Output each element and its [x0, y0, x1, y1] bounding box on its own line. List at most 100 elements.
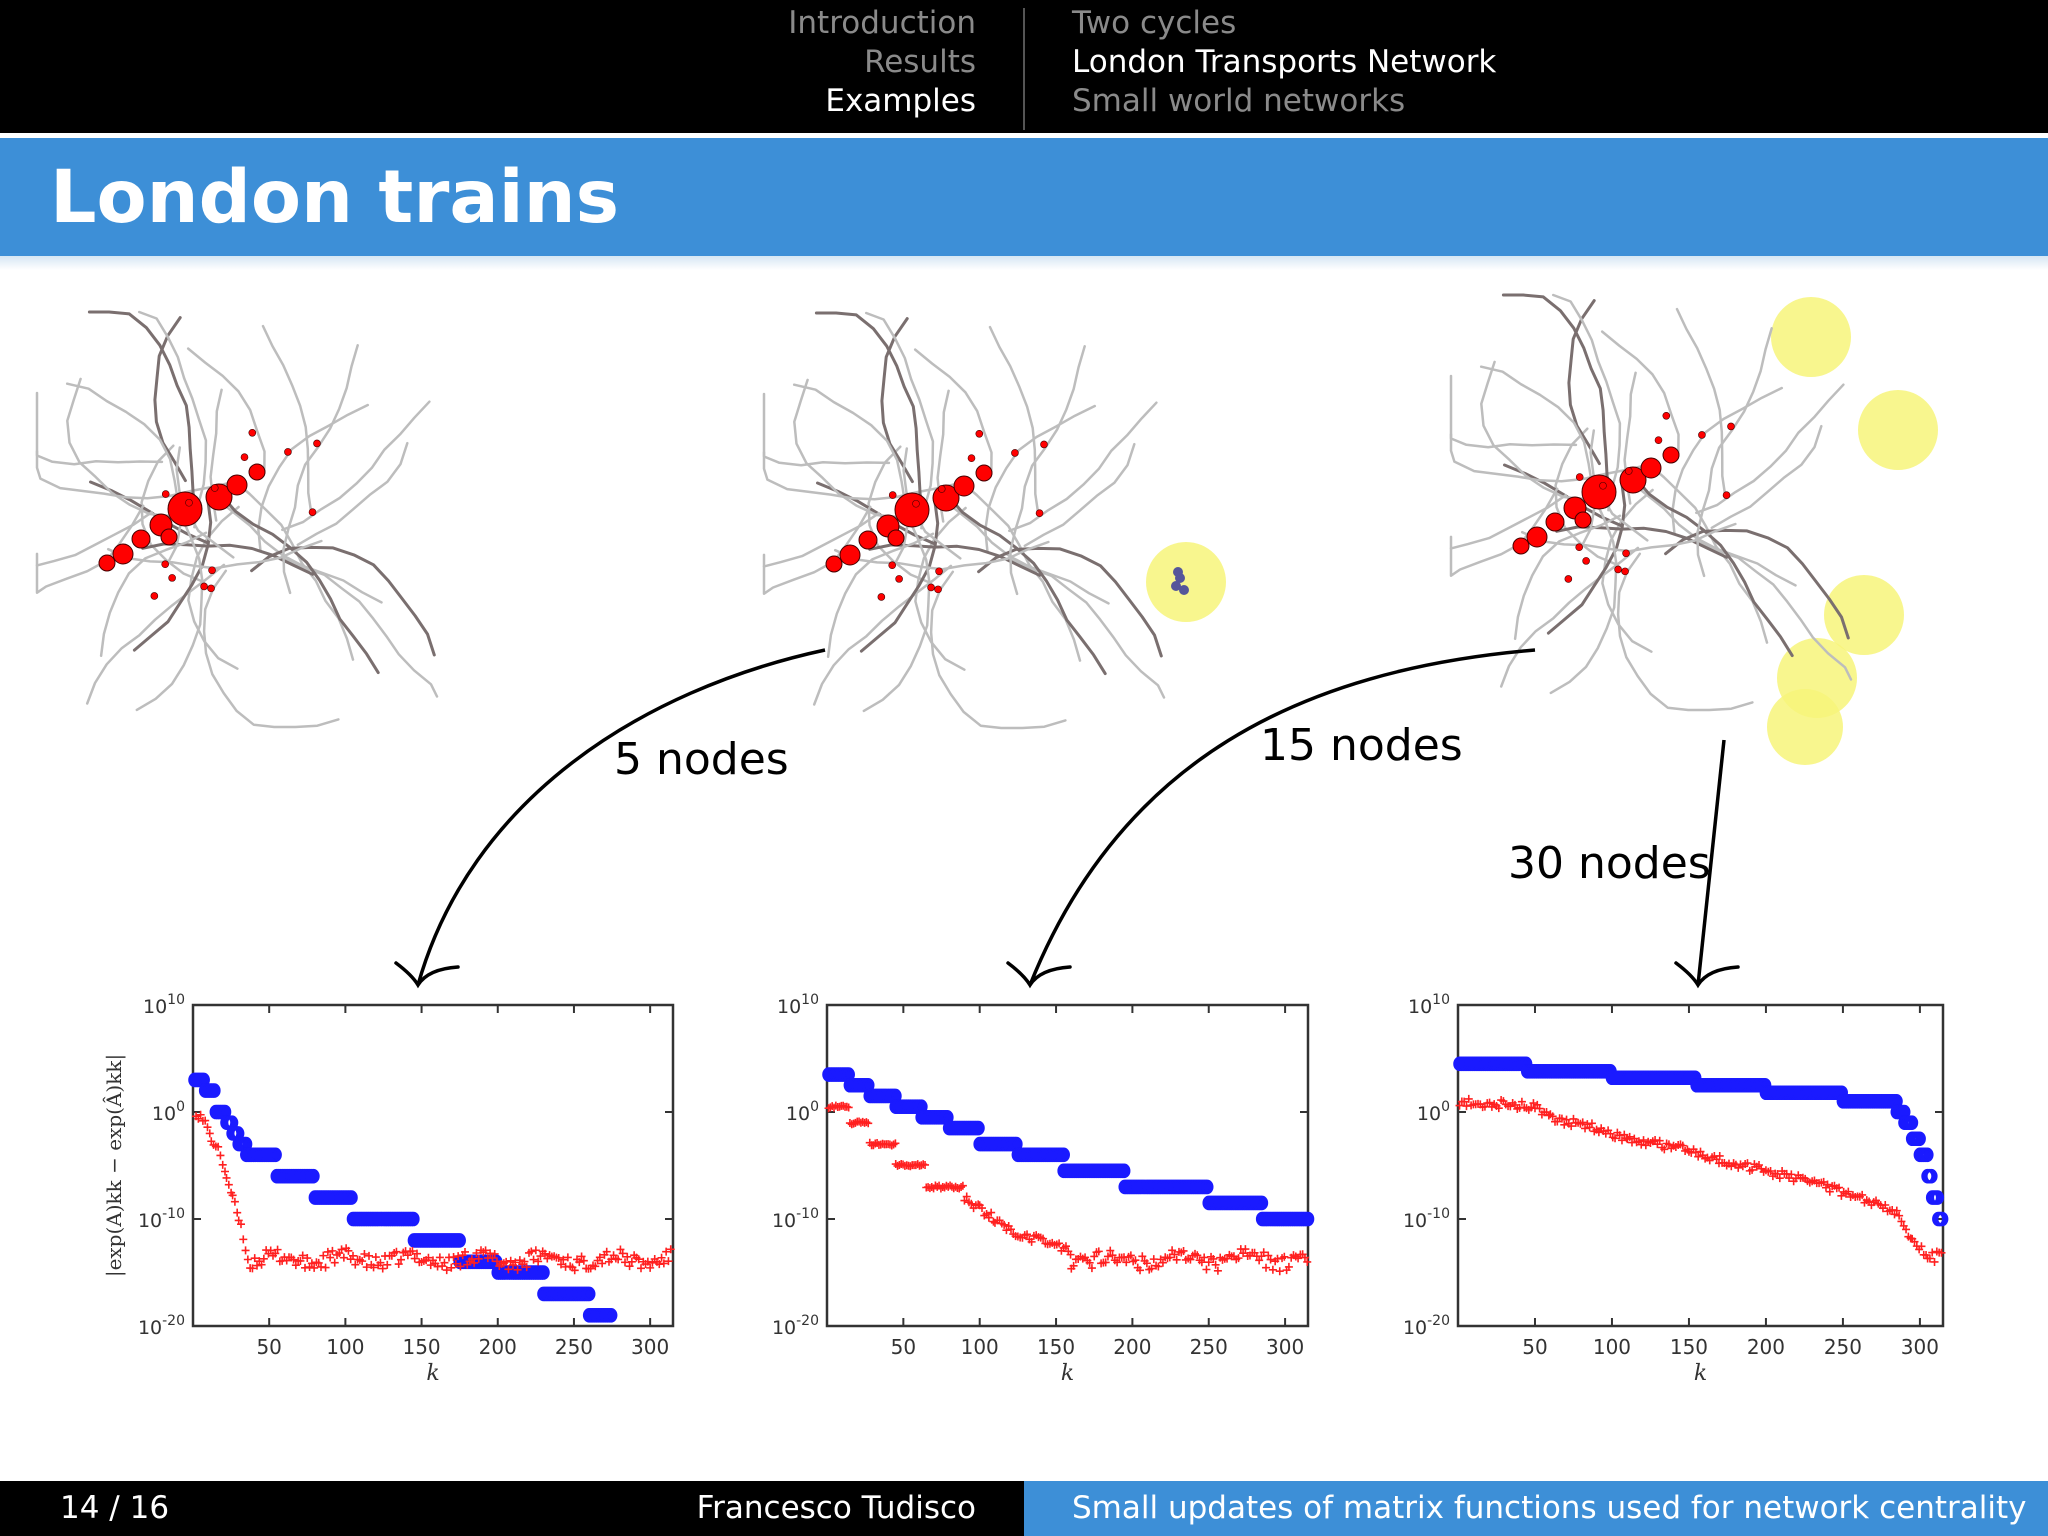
network-edge	[1009, 558, 1166, 699]
data-point	[397, 1255, 405, 1264]
data-point	[461, 1247, 469, 1256]
network-edge	[762, 511, 881, 568]
data-point	[233, 1208, 242, 1217]
annotation-5-nodes: 5 nodes	[614, 734, 789, 785]
author-name: Francesco Tudisco	[696, 1490, 976, 1526]
chart-frame	[191, 1003, 675, 1328]
nav-section-introduction[interactable]: Introduction	[788, 5, 976, 41]
nav-subsection-small-world[interactable]: Small world networks	[1072, 83, 1406, 119]
data-point	[205, 1129, 214, 1138]
data-point	[328, 1246, 337, 1255]
data-point	[1625, 1132, 1634, 1141]
y-tick-label: 10-10	[772, 1206, 819, 1232]
highlight-circle	[1146, 542, 1226, 622]
network-node	[308, 508, 317, 516]
data-point	[470, 1258, 479, 1267]
data-point	[360, 1249, 369, 1258]
data-point	[1560, 1120, 1569, 1129]
data-point	[977, 1204, 986, 1213]
series-red	[192, 1110, 675, 1275]
y-tick-label: 100	[152, 1099, 185, 1125]
y-tick-exponent: -10	[162, 1206, 185, 1222]
network-edge	[984, 404, 1097, 554]
data-point	[228, 1191, 237, 1200]
data-point	[1535, 1104, 1544, 1113]
x-tick-label: 250	[1824, 1335, 1862, 1359]
network-graph-3	[1449, 293, 1938, 765]
data-point	[447, 1263, 456, 1272]
data-point	[454, 1252, 463, 1261]
network-node	[313, 439, 321, 448]
data-point	[410, 1254, 419, 1263]
data-point	[1924, 1168, 1938, 1184]
data-point	[520, 1257, 529, 1266]
data-point	[378, 1264, 387, 1273]
network-edge	[762, 392, 891, 467]
data-point	[221, 1167, 229, 1176]
data-point	[664, 1257, 673, 1266]
data-point	[662, 1247, 671, 1256]
data-point	[1202, 1265, 1211, 1274]
network-edge	[859, 500, 940, 653]
network-node	[927, 583, 935, 592]
network-edge	[153, 316, 187, 483]
data-point	[1275, 1267, 1284, 1276]
network-node	[207, 584, 215, 593]
nav-subsection-two-cycles[interactable]: Two cycles	[1072, 5, 1237, 41]
data-point	[646, 1263, 655, 1272]
data-point	[1007, 1225, 1015, 1234]
data-point	[1557, 1114, 1566, 1123]
x-tick-label: 50	[891, 1335, 916, 1359]
network-node	[912, 499, 920, 508]
network-edge	[35, 391, 164, 466]
data-point	[1773, 1169, 1782, 1178]
data-point	[1897, 1217, 1906, 1226]
network-edge	[862, 517, 931, 713]
data-point	[666, 1245, 675, 1254]
network-edge	[186, 347, 266, 475]
data-point	[266, 1246, 275, 1255]
network-edge	[1696, 540, 1853, 681]
y-tick-label: 1010	[143, 992, 185, 1018]
network-edge	[140, 444, 206, 584]
data-point	[218, 1160, 227, 1169]
x-tick-label: 250	[555, 1335, 593, 1359]
network-edge	[792, 383, 909, 568]
data-point	[657, 1253, 666, 1262]
data-point	[637, 1264, 645, 1273]
data-point	[1085, 1258, 1094, 1267]
y-tick-label: 100	[786, 1099, 819, 1125]
network-edge	[762, 505, 872, 595]
data-point	[490, 1249, 499, 1258]
data-point	[250, 1254, 259, 1263]
data-point	[625, 1262, 634, 1271]
nav-section-examples[interactable]: Examples	[825, 83, 976, 119]
y-tick-label: 10-20	[772, 1313, 819, 1339]
network-edge	[880, 317, 914, 484]
arrow-shaft	[1028, 648, 1536, 986]
data-point	[239, 1235, 248, 1244]
data-point	[303, 1254, 312, 1263]
network-node	[167, 491, 203, 527]
data-point	[291, 1261, 300, 1270]
y-tick-label: 1010	[777, 992, 819, 1018]
network-edge	[941, 497, 1110, 605]
data-point	[1101, 1258, 1110, 1267]
data-point	[1594, 1128, 1603, 1137]
data-point	[1266, 1255, 1275, 1264]
nav-section-results[interactable]: Results	[864, 44, 976, 80]
data-point	[614, 1255, 623, 1264]
network-node	[1727, 422, 1735, 431]
network-edge	[1546, 482, 1627, 635]
data-point	[289, 1255, 298, 1264]
data-point	[591, 1262, 600, 1271]
nav-subsection-london[interactable]: London Transports Network	[1072, 44, 1497, 80]
data-point	[1179, 1246, 1188, 1255]
annotation-30-nodes: 30 nodes	[1508, 838, 1711, 889]
x-tick-label: 300	[631, 1335, 669, 1359]
data-point	[472, 1249, 481, 1258]
data-point	[1825, 1187, 1834, 1196]
network-node	[1574, 511, 1592, 529]
network-edge	[833, 540, 1050, 571]
